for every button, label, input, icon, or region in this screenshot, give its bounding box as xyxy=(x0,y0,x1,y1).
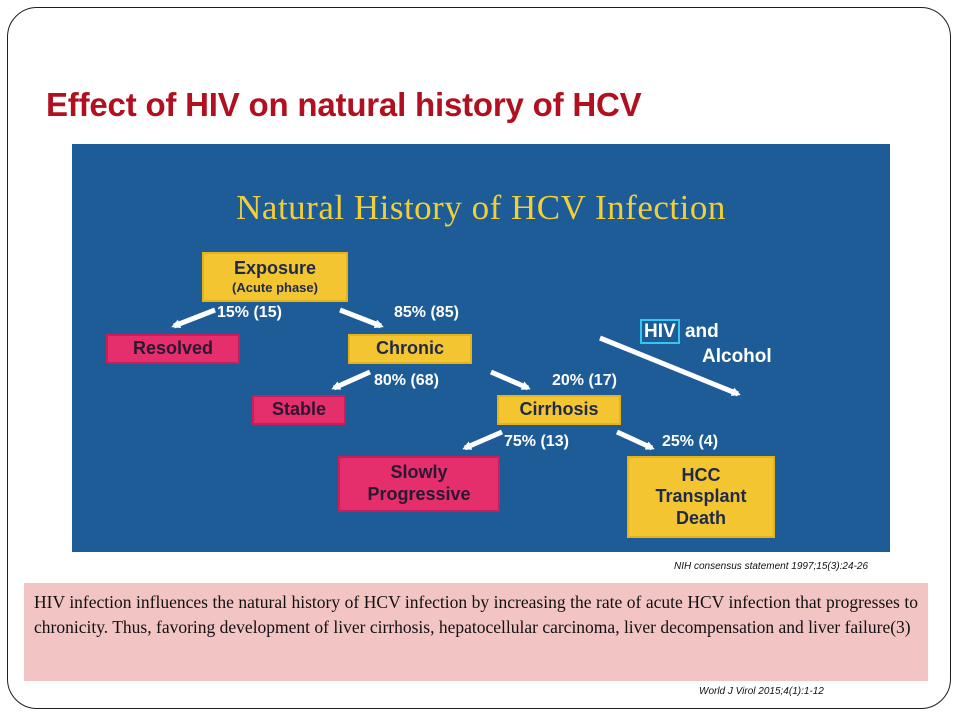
arrow-to-hcc xyxy=(615,429,655,451)
arrow-to-cirrhosis xyxy=(490,369,531,391)
node-cirrhosis: Cirrhosis xyxy=(497,395,621,425)
edge-label-hcc: 25% (4) xyxy=(662,433,719,450)
cofactor-label: HIV and Alcohol xyxy=(640,319,772,369)
arrow-to-resolved xyxy=(171,307,216,329)
node-hcc-line2: Transplant xyxy=(655,486,747,507)
arrow-to-slowly-progressive xyxy=(462,429,503,451)
node-resolved: Resolved xyxy=(106,334,240,364)
hiv-highlight: HIV xyxy=(640,319,680,344)
slide-frame xyxy=(7,7,951,709)
node-hcc: HCC Transplant Death xyxy=(627,456,775,538)
arrow-to-stable xyxy=(331,369,372,391)
edge-label-chronic: 85% (85) xyxy=(394,304,459,321)
node-exposure-sublabel: (Acute phase) xyxy=(232,280,318,295)
summary-note: HIV infection influences the natural his… xyxy=(24,583,928,681)
node-chronic: Chronic xyxy=(348,334,472,364)
node-chronic-label: Chronic xyxy=(375,338,444,359)
slide-title: Effect of HIV on natural history of HCV xyxy=(46,86,642,123)
node-exposure: Exposure (Acute phase) xyxy=(202,252,348,302)
node-hcc-line1: HCC xyxy=(681,464,721,485)
node-slowly-progressive-label: Slowly Progressive xyxy=(367,462,471,504)
node-stable-label: Stable xyxy=(271,399,327,420)
node-hcc-line3: Death xyxy=(675,507,726,528)
node-stable: Stable xyxy=(252,395,346,425)
hcv-diagram: Natural History of HCV Infection Exposur… xyxy=(72,144,890,552)
node-exposure-label: Exposure xyxy=(233,258,317,279)
node-slowly-progressive: Slowly Progressive xyxy=(338,456,500,512)
note-citation: World J Virol 2015;4(1):1-12 xyxy=(699,686,824,697)
edge-label-stable: 80% (68) xyxy=(374,372,439,389)
diagram-arrows xyxy=(171,307,741,451)
arrow-to-chronic xyxy=(339,307,384,329)
node-cirrhosis-label: Cirrhosis xyxy=(519,399,599,420)
arrow-hiv-alcohol xyxy=(599,335,741,397)
edge-label-slowly-progressive: 75% (13) xyxy=(504,433,569,450)
cofactor-and: and xyxy=(684,321,719,342)
node-resolved-label: Resolved xyxy=(132,338,214,359)
diagram-title: Natural History of HCV Infection xyxy=(236,188,726,227)
edge-label-resolved: 15% (15) xyxy=(217,304,282,321)
edge-label-cirrhosis: 20% (17) xyxy=(552,372,617,389)
diagram-citation: NIH consensus statement 1997;15(3):24-26 xyxy=(674,561,868,572)
cofactor-alcohol: Alcohol xyxy=(702,345,772,367)
